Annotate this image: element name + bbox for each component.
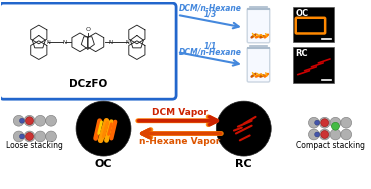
- Text: 1/1: 1/1: [204, 41, 217, 50]
- Text: RC: RC: [296, 49, 308, 58]
- Circle shape: [330, 129, 341, 140]
- Bar: [293, 47, 334, 83]
- Circle shape: [315, 120, 319, 125]
- Circle shape: [308, 117, 319, 128]
- Text: DCzFO: DCzFO: [69, 79, 107, 89]
- Text: N: N: [109, 40, 113, 45]
- Circle shape: [76, 101, 131, 156]
- Circle shape: [26, 117, 33, 125]
- Text: n-Hexane Vapor: n-Hexane Vapor: [139, 137, 220, 146]
- Circle shape: [319, 117, 330, 128]
- Text: 1/3: 1/3: [204, 10, 217, 19]
- Text: DCM/n-Hexane: DCM/n-Hexane: [179, 47, 242, 56]
- Text: Loose stacking: Loose stacking: [6, 141, 63, 150]
- Circle shape: [13, 131, 24, 142]
- FancyBboxPatch shape: [247, 9, 270, 43]
- Circle shape: [341, 129, 352, 140]
- Circle shape: [315, 132, 319, 137]
- Text: DCM Vapor: DCM Vapor: [152, 108, 207, 117]
- Circle shape: [20, 118, 24, 123]
- Text: RC: RC: [236, 159, 252, 169]
- Circle shape: [24, 131, 35, 142]
- Text: Compact stacking: Compact stacking: [296, 141, 365, 150]
- Bar: [293, 7, 334, 42]
- Circle shape: [13, 115, 24, 126]
- Circle shape: [46, 115, 56, 126]
- Text: O: O: [85, 27, 90, 32]
- Circle shape: [216, 101, 271, 156]
- Circle shape: [332, 122, 339, 130]
- Circle shape: [319, 129, 330, 140]
- Text: N: N: [63, 40, 67, 45]
- FancyBboxPatch shape: [0, 3, 176, 99]
- Text: OC: OC: [95, 159, 112, 169]
- FancyBboxPatch shape: [247, 48, 270, 82]
- Circle shape: [46, 131, 56, 142]
- Circle shape: [321, 131, 329, 138]
- Circle shape: [308, 129, 319, 140]
- Circle shape: [341, 117, 352, 128]
- Text: OC: OC: [296, 9, 309, 18]
- Circle shape: [35, 115, 46, 126]
- Circle shape: [20, 134, 24, 139]
- Text: N: N: [47, 40, 50, 45]
- Circle shape: [24, 115, 35, 126]
- Circle shape: [35, 131, 46, 142]
- Text: N: N: [125, 40, 129, 45]
- Circle shape: [321, 119, 329, 127]
- Text: DCM/n-Hexane: DCM/n-Hexane: [179, 4, 242, 13]
- Circle shape: [26, 132, 33, 140]
- Circle shape: [330, 117, 341, 128]
